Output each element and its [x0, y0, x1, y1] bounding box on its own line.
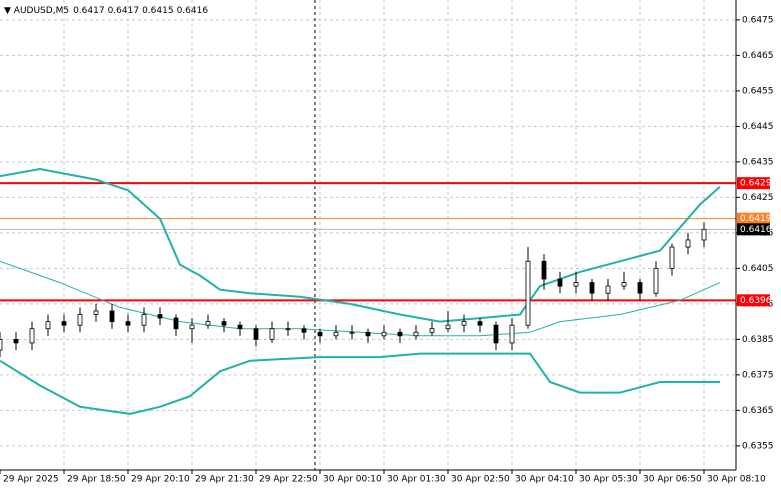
bar-body — [429, 328, 435, 333]
bar-body — [61, 321, 67, 326]
price-badge-label: 0.6396 — [740, 296, 772, 306]
y-tick-label: 0.6425 — [742, 193, 774, 203]
y-tick-label: 0.6455 — [742, 86, 774, 96]
x-tick-label: 29 Apr 22:50 — [259, 475, 318, 485]
bar-body — [573, 282, 579, 287]
bar-body — [413, 331, 419, 337]
bar-body — [157, 314, 163, 319]
bar-body — [621, 282, 627, 287]
bar-body — [173, 317, 179, 330]
x-tick-label: 30 Apr 06:50 — [643, 475, 702, 485]
y-tick-label: 0.6355 — [742, 441, 774, 451]
price-badge — [737, 177, 770, 190]
bar-body — [13, 338, 19, 344]
bar-body — [237, 324, 243, 330]
y-tick-label: 0.6405 — [742, 264, 774, 274]
bollinger-band — [0, 352, 720, 415]
price-badge-label: 0.6416 — [740, 225, 772, 235]
price-badge — [737, 294, 770, 307]
bar-body — [45, 321, 51, 330]
bar-body — [461, 321, 467, 326]
price-badge-label: 0.6419 — [740, 214, 772, 224]
bar-body — [397, 331, 403, 337]
bar-body — [637, 282, 643, 294]
bar-body — [669, 246, 675, 269]
bar-body — [301, 328, 307, 333]
axis: 0.63550.63650.63750.63850.63950.64050.64… — [0, 15, 774, 485]
bar-body — [349, 331, 355, 334]
bar-body — [0, 338, 3, 351]
x-tick-label: 29 Apr 2025 — [3, 475, 59, 485]
bar-body — [493, 324, 499, 344]
x-tick-label: 30 Apr 05:30 — [579, 475, 638, 485]
bar-body — [253, 328, 259, 340]
x-tick-label: 30 Apr 01:30 — [387, 475, 446, 485]
bar-body — [477, 321, 483, 326]
y-tick-label: 0.6365 — [742, 406, 774, 416]
x-tick-label: 30 Apr 02:50 — [451, 475, 510, 485]
bar-body — [189, 324, 195, 330]
plot — [0, 167, 736, 415]
header-low: 0.6415 — [142, 6, 174, 16]
header-open: 0.6417 — [73, 6, 105, 16]
bar-body — [557, 278, 563, 287]
price-badge-label: 0.6429 — [740, 179, 772, 189]
bar-body — [141, 314, 147, 326]
bar-body — [317, 331, 323, 337]
x-tick-label: 29 Apr 21:30 — [195, 475, 254, 485]
header: ▼ AUDUSD,M5 0.6417 0.6417 0.6415 0.6416 — [4, 6, 208, 16]
bar-body — [333, 331, 339, 337]
bar-body — [77, 314, 83, 326]
y-tick-label: 0.6445 — [742, 122, 774, 132]
bar-body — [701, 228, 707, 241]
x-tick-label: 30 Apr 00:10 — [323, 475, 382, 485]
y-tick-label: 0.6435 — [742, 157, 774, 167]
bar-body — [541, 260, 547, 280]
bar-body — [605, 285, 611, 294]
bar-body — [589, 282, 595, 294]
y-tick-label: 0.6385 — [742, 335, 774, 345]
bar-body — [205, 321, 211, 326]
bar-body — [509, 324, 515, 344]
bar-body — [381, 331, 387, 337]
menu-arrow: ▼ — [4, 6, 14, 16]
bar-body — [269, 328, 275, 340]
bar-body — [125, 321, 131, 326]
y-tick-label: 0.6465 — [742, 51, 774, 61]
header-close: 0.6416 — [177, 6, 209, 16]
header-high: 0.6417 — [108, 6, 140, 16]
y-tick-label: 0.6475 — [742, 15, 774, 25]
bar-body — [653, 267, 659, 294]
x-tick-label: 30 Apr 04:10 — [515, 475, 574, 485]
x-tick-label: 30 Apr 08:10 — [707, 475, 766, 485]
x-tick-label: 29 Apr 20:10 — [131, 475, 190, 485]
bar-body — [685, 239, 691, 248]
price-badge — [737, 223, 770, 236]
bar-body — [525, 260, 531, 326]
bar-body — [93, 310, 99, 315]
bar-body — [221, 321, 227, 326]
bar-body — [285, 328, 291, 331]
bollinger-band — [0, 260, 721, 337]
y-tick-label: 0.6375 — [742, 370, 774, 380]
x-tick-label: 29 Apr 18:50 — [67, 475, 126, 485]
price-badge — [737, 212, 770, 225]
bar-body — [445, 324, 451, 330]
bar-body — [29, 328, 35, 344]
symbol: AUDUSD,M5 — [14, 6, 69, 16]
bar-body — [365, 331, 371, 337]
bollinger-band — [0, 167, 721, 323]
bar-body — [109, 310, 115, 323]
